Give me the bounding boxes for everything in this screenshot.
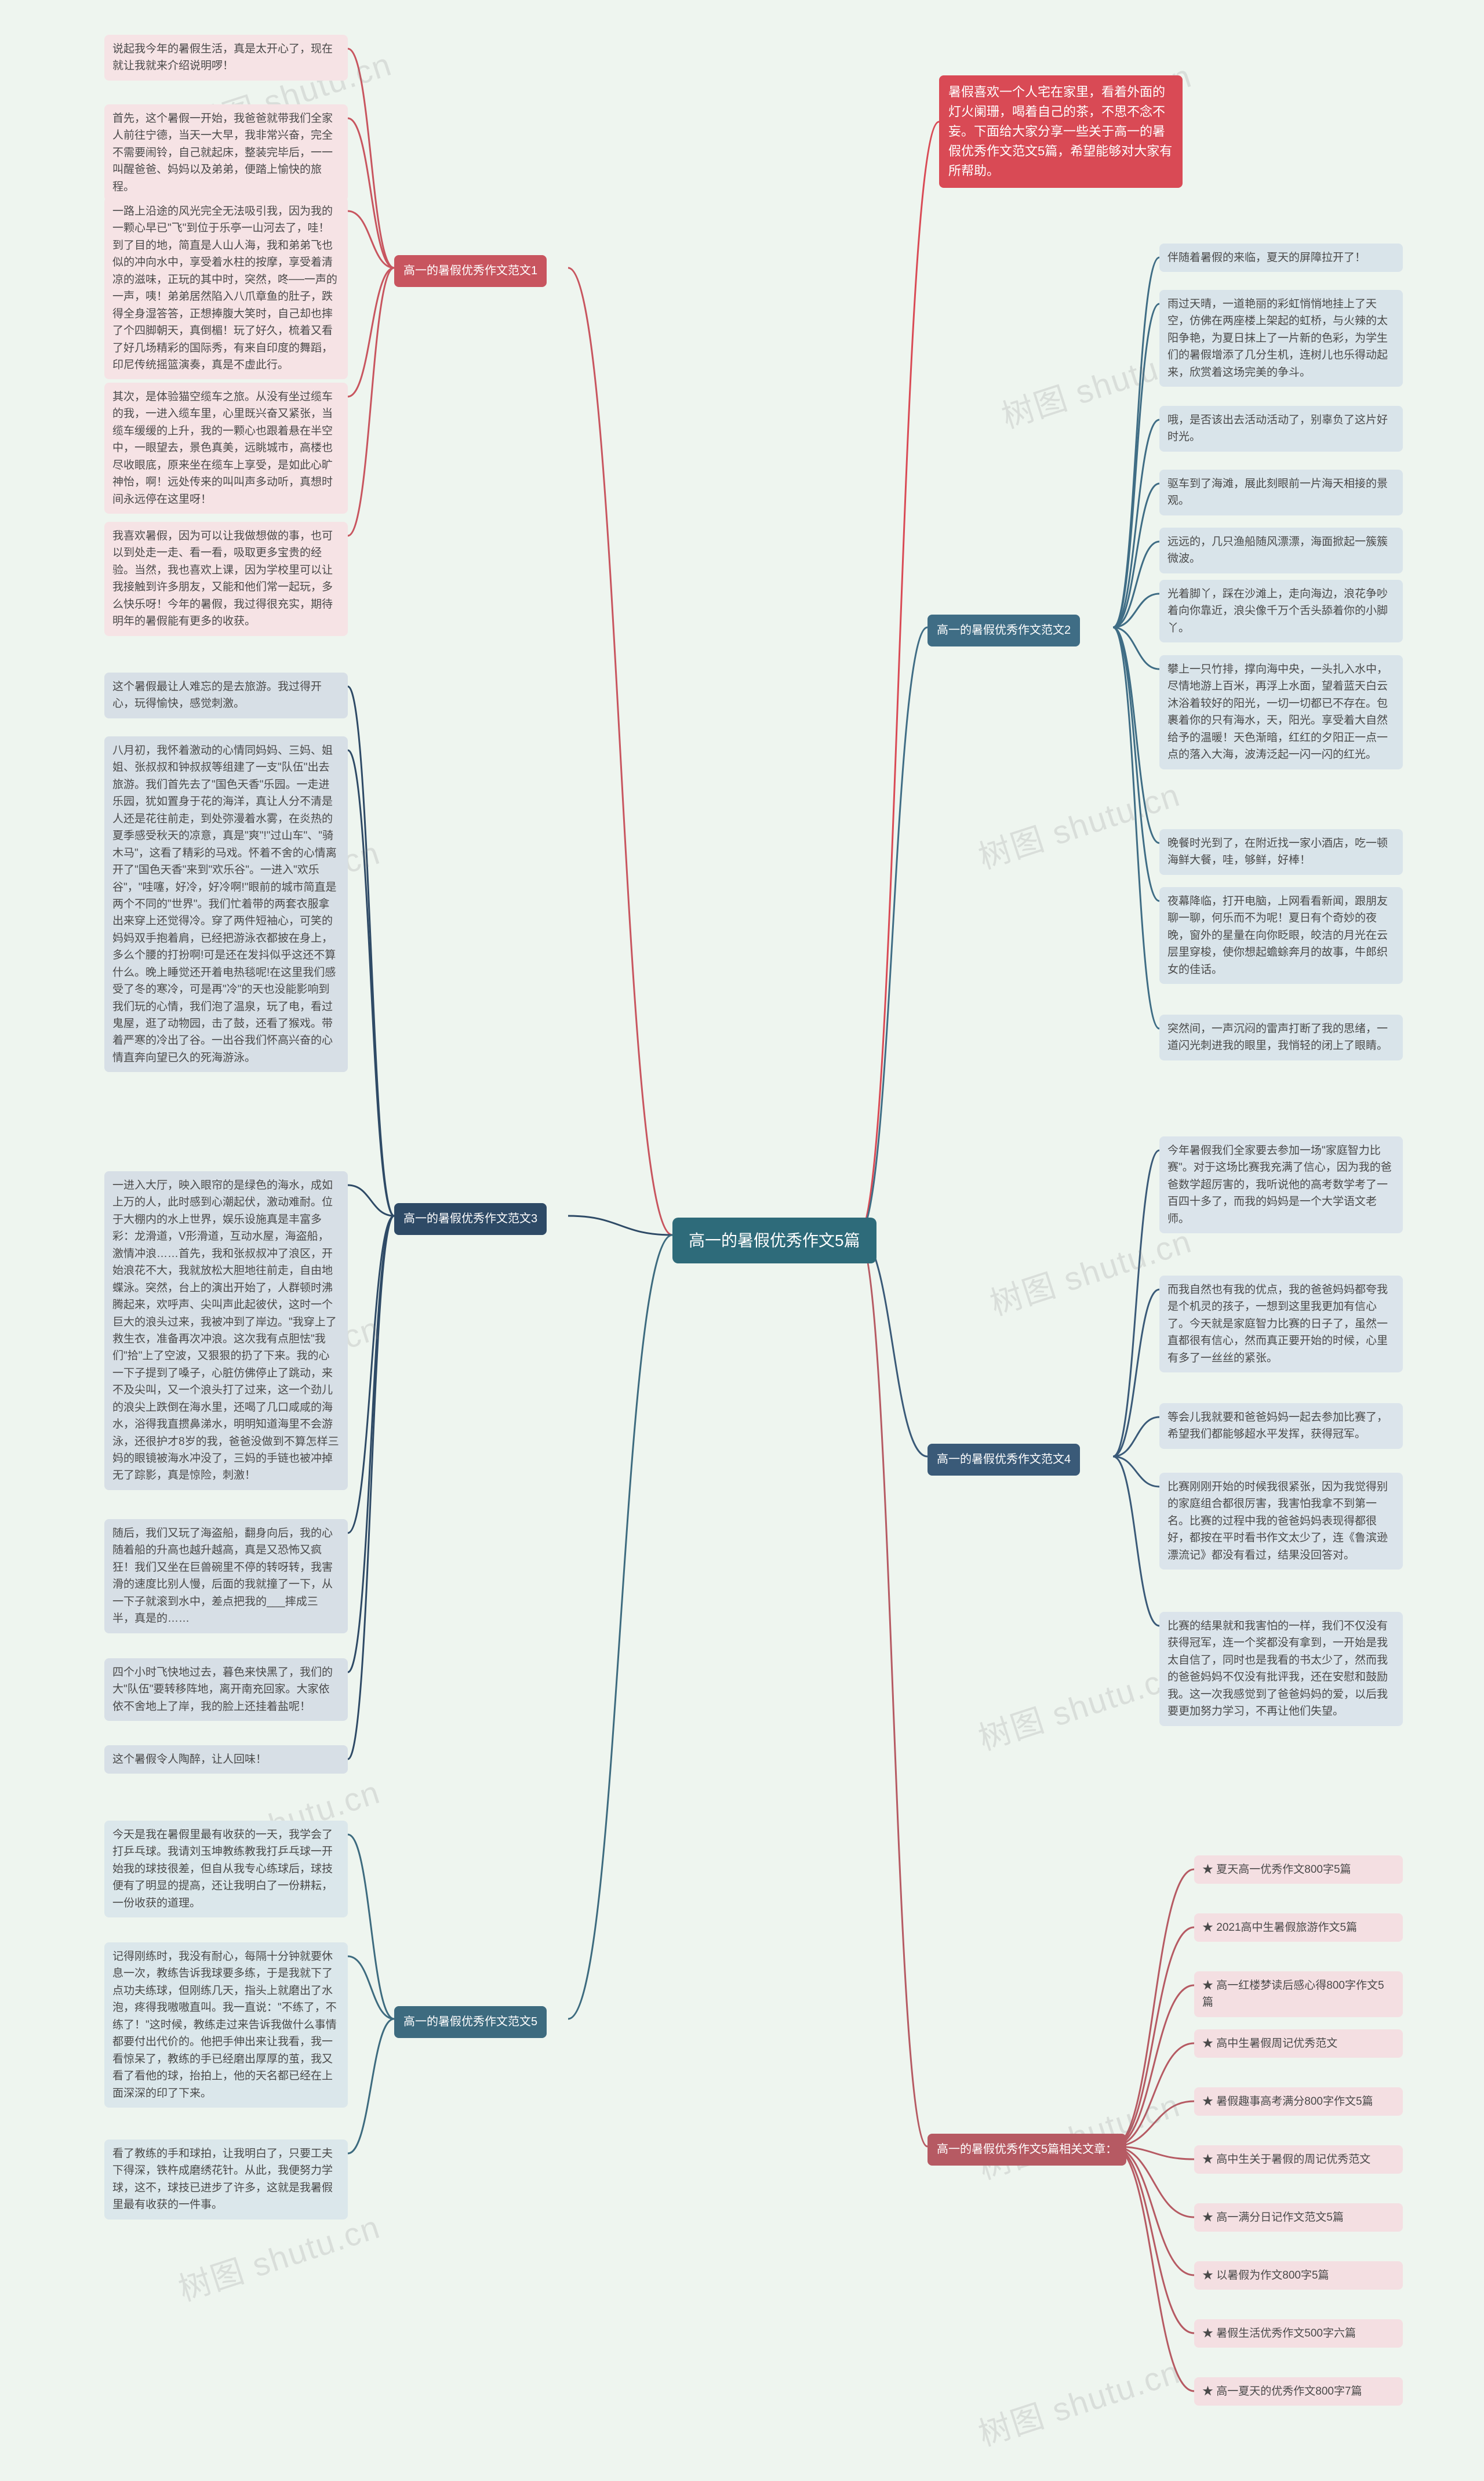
watermark: 树图 shutu.cn <box>972 1650 1185 1760</box>
leaf-node: 四个小时飞快地过去，暮色来快黑了，我们的大"队伍"要转移阵地，离开南充回家。大家… <box>104 1658 348 1721</box>
intro-node: 暑假喜欢一个人宅在家里，看着外面的灯火阑珊，喝着自己的茶，不思不念不妄。下面给大… <box>939 75 1183 188</box>
leaf-node: 说起我今年的暑假生活，真是太开心了，现在就让我就来介绍说明啰！ <box>104 35 348 81</box>
leaf-node: 比赛刚刚开始的时候我很紧张，因为我觉得别的家庭组合都很厉害，我害怕我拿不到第一名… <box>1159 1473 1403 1570</box>
leaf-node: 今年暑假我们全家要去参加一场"家庭智力比赛"。对于这场比赛我充满了信心，因为我的… <box>1159 1136 1403 1233</box>
leaf-node: 哦，是否该出去活动活动了，别辜负了这片好时光。 <box>1159 406 1403 452</box>
leaf-node: 夜幕降临，打开电脑，上网看看新闻，跟朋友聊一聊，何乐而不为呢！夏日有个奇妙的夜晚… <box>1159 887 1403 984</box>
leaf-node: 今天是我在暑假里最有收获的一天，我学会了打乒乓球。我请刘玉坤教练教我打乒乓球一开… <box>104 1821 348 1917</box>
leaf-node: 随后，我们又玩了海盗船，翻身向后，我的心随着船的升高也越升越高，真是又恐怖又疯狂… <box>104 1519 348 1633</box>
branch-node: 高一的暑假优秀作文范文3 <box>394 1203 547 1235</box>
leaf-node: 等会儿我就要和爸爸妈妈一起去参加比赛了，希望我们都能够超水平发挥，获得冠军。 <box>1159 1403 1403 1449</box>
leaf-node: ★ 暑假趣事高考满分800字作文5篇 <box>1194 2087 1403 2116</box>
watermark: 树图 shutu.cn <box>972 769 1185 878</box>
leaf-node: 看了教练的手和球拍，让我明白了，只要工夫下得深，铁杵成磨绣花针。从此，我便努力学… <box>104 2139 348 2220</box>
leaf-node: 一进入大厅，映入眼帘的是绿色的海水，成如上万的人，此时感到心潮起伏，激动难耐。位… <box>104 1171 348 1490</box>
leaf-node: 比赛的结果就和我害怕的一样，我们不仅没有获得冠军，连一个奖都没有拿到，一开始是我… <box>1159 1612 1403 1726</box>
leaf-node: 而我自然也有我的优点，我的爸爸妈妈都夸我是个机灵的孩子，一想到这里我更加有信心了… <box>1159 1276 1403 1372</box>
leaf-node: 突然间，一声沉闷的雷声打断了我的思绪，一道闪光刺进我的眼里，我悄轻的闭上了眼睛。 <box>1159 1015 1403 1060</box>
leaf-node: 攀上一只竹排，撑向海中央，一头扎入水中，尽情地游上百米，再浮上水面，望着蓝天白云… <box>1159 655 1403 769</box>
leaf-node: ★ 高中生暑假周记优秀范文 <box>1194 2029 1403 2058</box>
leaf-node: 伴随着暑假的来临，夏天的屏障拉开了！ <box>1159 244 1403 272</box>
leaf-node: 晚餐时光到了，在附近找一家小酒店，吃一顿海鲜大餐，哇，够鲜，好棒！ <box>1159 829 1403 875</box>
branch-node: 高一的暑假优秀作文范文4 <box>928 1444 1080 1476</box>
leaf-node: 记得刚练时，我没有耐心，每隔十分钟就要休息一次，教练告诉我球要多练，于是我就下了… <box>104 1942 348 2108</box>
leaf-node: 远远的，几只渔船随风漂漂，海面掀起一簇簇微波。 <box>1159 528 1403 573</box>
leaf-node: 这个暑假令人陶醉，让人回味！ <box>104 1745 348 1774</box>
leaf-node: ★ 暑假生活优秀作文500字六篇 <box>1194 2319 1403 2348</box>
leaf-node: ★ 高一红楼梦读后感心得800字作文5篇 <box>1194 1971 1403 2017</box>
leaf-node: ★ 高一夏天的优秀作文800字7篇 <box>1194 2377 1403 2406</box>
leaf-node: ★ 2021高中生暑假旅游作文5篇 <box>1194 1913 1403 1942</box>
leaf-node: 雨过天晴，一道艳丽的彩虹悄悄地挂上了天空，仿佛在两座楼上架起的虹桥，与火辣的太阳… <box>1159 290 1403 387</box>
leaf-node: 这个暑假最让人难忘的是去旅游。我过得开心，玩得愉快，感觉刺激。 <box>104 673 348 718</box>
branch-node: 高一的暑假优秀作文范文1 <box>394 255 547 287</box>
branch-node: 高一的暑假优秀作文范文2 <box>928 615 1080 646</box>
leaf-node: 光着脚丫，踩在沙滩上，走向海边，浪花争吵着向你靠近，浪尖像千万个舌头舔着你的小脚… <box>1159 580 1403 642</box>
leaf-node: 其次，是体验猫空缆车之旅。从没有坐过缆车的我，一进入缆车里，心里既兴奋又紧张，当… <box>104 383 348 514</box>
leaf-node: 我喜欢暑假，因为可以让我做想做的事，也可以到处走一走、看一看，吸取更多宝贵的经验… <box>104 522 348 636</box>
leaf-node: 八月初，我怀着激动的心情同妈妈、三妈、姐姐、张叔叔和钟叔叔等组建了一支"队伍"出… <box>104 736 348 1072</box>
leaf-node: ★ 夏天高一优秀作文800字5篇 <box>1194 1855 1403 1884</box>
watermark: 树图 shutu.cn <box>972 2346 1185 2455</box>
leaf-node: 首先，这个暑假一开始，我爸爸就带我们全家人前往宁德，当天一大早，我非常兴奋，完全… <box>104 104 348 201</box>
leaf-node: ★ 高一满分日记作文范文5篇 <box>1194 2203 1403 2232</box>
leaf-node: ★ 以暑假为作文800字5篇 <box>1194 2261 1403 2290</box>
center-node: 高一的暑假优秀作文5篇 <box>672 1218 876 1263</box>
leaf-node: 一路上沿途的风光完全无法吸引我，因为我的一颗心早已"飞"到位于乐亭一山河去了，哇… <box>104 197 348 379</box>
leaf-node: 驱车到了海滩，展此刻眼前一片海天相接的景观。 <box>1159 470 1403 515</box>
branch-node: 高一的暑假优秀作文范文5 <box>394 2006 547 2038</box>
branch-node: 高一的暑假优秀作文5篇相关文章： <box>928 2134 1126 2166</box>
leaf-node: ★ 高中生关于暑假的周记优秀范文 <box>1194 2145 1403 2174</box>
